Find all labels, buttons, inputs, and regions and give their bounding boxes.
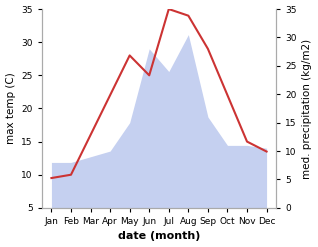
Y-axis label: med. precipitation (kg/m2): med. precipitation (kg/m2) — [302, 38, 313, 179]
Y-axis label: max temp (C): max temp (C) — [5, 73, 16, 144]
X-axis label: date (month): date (month) — [118, 231, 200, 242]
